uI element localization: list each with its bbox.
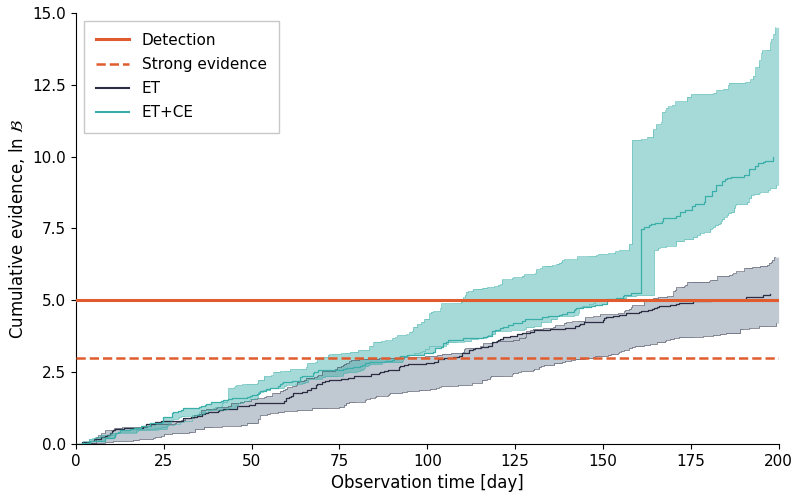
- X-axis label: Observation time [day]: Observation time [day]: [331, 474, 524, 492]
- Legend: Detection, Strong evidence, ET, ET+CE: Detection, Strong evidence, ET, ET+CE: [84, 20, 279, 133]
- Y-axis label: Cumulative evidence, ln $\mathcal{B}$: Cumulative evidence, ln $\mathcal{B}$: [7, 118, 27, 338]
